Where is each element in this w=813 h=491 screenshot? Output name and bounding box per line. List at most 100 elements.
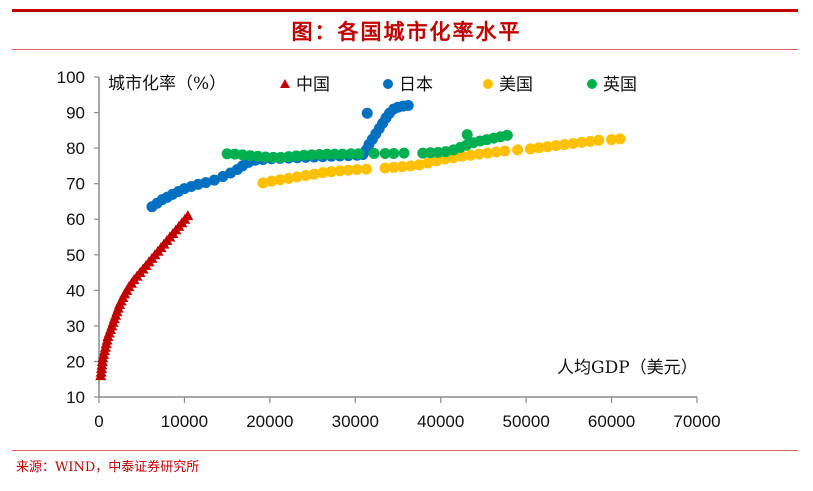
data-point — [465, 149, 477, 161]
data-point — [325, 166, 337, 178]
data-point — [533, 142, 545, 154]
legend-item: 中国 — [280, 75, 330, 95]
data-point — [422, 157, 434, 169]
data-point — [461, 129, 473, 141]
data-point — [334, 165, 346, 177]
y-tick-label: 30 — [66, 317, 85, 336]
data-point — [283, 172, 295, 184]
y-axis-label: 城市化率（%） — [108, 74, 226, 94]
data-point — [614, 133, 626, 145]
data-point — [379, 147, 391, 159]
x-tick-label: 30000 — [332, 412, 379, 431]
data-point — [430, 155, 442, 167]
x-tick-label: 10000 — [161, 412, 208, 431]
data-point — [274, 174, 286, 186]
data-point — [542, 141, 553, 153]
series-2 — [257, 133, 626, 189]
data-point — [345, 148, 357, 160]
data-point — [342, 164, 354, 176]
data-point — [388, 147, 400, 159]
x-tick-label: 0 — [94, 412, 103, 431]
axes: 10 20 30 40 50 60 70 80 90 100 0 10000 20000 30000 400… — [57, 68, 721, 431]
data-point — [321, 148, 333, 160]
data-point — [388, 161, 400, 173]
y-tick-label: 90 — [66, 104, 85, 123]
legend: 中国 日本 美国 英国 — [280, 75, 637, 95]
x-tick-label: 40000 — [417, 412, 464, 431]
x-tick-label: 20000 — [246, 412, 293, 431]
data-point — [524, 143, 536, 155]
data-point — [398, 147, 410, 159]
data-point — [266, 175, 278, 187]
data-point — [351, 163, 363, 175]
data-point — [336, 148, 348, 160]
scatter-chart: 10 20 30 40 50 60 70 80 90 100 0 10000 20000 30000 400… — [57, 68, 721, 431]
y-tick-label: 10 — [66, 388, 85, 407]
data-point — [559, 139, 571, 151]
data-point — [257, 177, 269, 189]
data-point — [308, 168, 320, 180]
title-divider — [12, 49, 798, 50]
legend-label: 日本 — [399, 75, 433, 95]
y-tick-label: 40 — [66, 281, 85, 300]
legend-item: 英国 — [587, 75, 637, 95]
legend-item: 美国 — [483, 75, 533, 95]
data-point — [456, 150, 468, 162]
data-point — [482, 147, 494, 159]
x-tick-label: 60000 — [588, 412, 635, 431]
data-point — [291, 171, 303, 183]
data-point — [267, 151, 279, 163]
y-tick-label: 80 — [66, 139, 85, 158]
data-point — [473, 148, 485, 160]
y-tick-label: 60 — [66, 210, 85, 229]
data-point — [353, 148, 365, 160]
source-divider — [12, 450, 798, 451]
y-tick-label: 50 — [66, 246, 85, 265]
data-point — [208, 174, 220, 186]
data-point — [405, 160, 417, 172]
data-point — [550, 140, 562, 152]
data-point — [329, 148, 341, 160]
data-point — [396, 161, 408, 173]
y-tick-label: 100 — [57, 68, 85, 87]
data-point — [499, 145, 511, 157]
data-point — [584, 135, 596, 147]
data-point — [300, 169, 312, 181]
legend-circle-icon — [383, 79, 393, 89]
data-point — [490, 146, 502, 158]
legend-label: 英国 — [603, 75, 637, 95]
x-tick-label: 70000 — [673, 412, 720, 431]
chart-title: 图：各国城市化率水平 — [291, 19, 522, 44]
data-point — [512, 144, 524, 156]
legend-circle-icon — [587, 79, 597, 89]
series-0 — [95, 210, 194, 381]
legend-item: 日本 — [383, 75, 433, 95]
x-tick-label: 50000 — [503, 412, 550, 431]
y-tick-label: 70 — [66, 175, 85, 194]
data-point — [576, 136, 588, 148]
legend-label: 美国 — [499, 75, 533, 95]
source-note: 来源：WIND，中泰证券研究所 — [16, 460, 200, 475]
data-point — [413, 159, 425, 171]
data-point — [606, 134, 618, 146]
data-point — [402, 99, 414, 111]
data-marks — [95, 99, 626, 381]
top-rule — [12, 9, 798, 12]
series-3 — [221, 129, 513, 163]
y-tick-label: 20 — [66, 352, 85, 371]
data-point — [501, 129, 513, 141]
data-point — [593, 134, 605, 146]
data-point — [182, 210, 194, 221]
data-point — [200, 177, 212, 189]
data-point — [317, 167, 329, 179]
legend-label: 中国 — [296, 75, 330, 95]
x-axis-label: 人均GDP（美元） — [557, 358, 698, 378]
data-point — [368, 147, 380, 159]
data-point — [379, 162, 391, 174]
legend-circle-icon — [483, 79, 493, 89]
data-point — [448, 152, 460, 164]
legend-triangle-icon — [280, 79, 290, 88]
data-point — [567, 137, 579, 149]
data-point — [361, 107, 373, 119]
data-point — [360, 163, 372, 175]
